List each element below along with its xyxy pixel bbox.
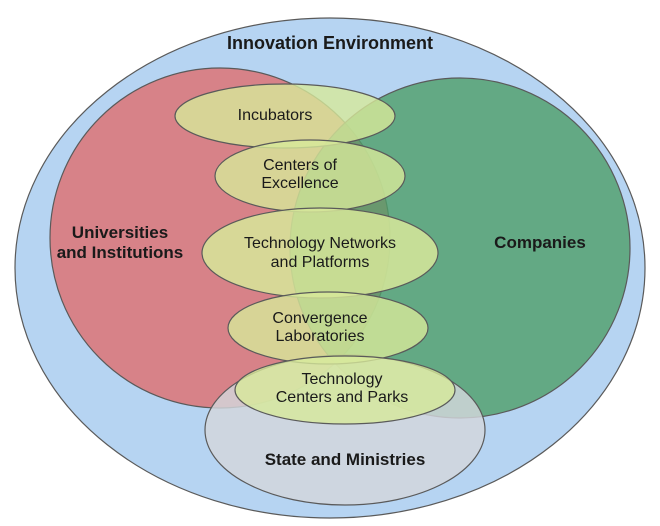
main-label-state: State and Ministries <box>265 450 426 469</box>
inner-label-convergence-labs: ConvergenceLaboratories <box>272 310 367 345</box>
inner-ellipse-tech-networks <box>202 208 438 298</box>
inner-label-incubators: Incubators <box>238 107 313 124</box>
main-label-universities: Universitiesand Institutions <box>57 223 184 262</box>
outer-environment-label: Innovation Environment <box>227 33 433 53</box>
main-label-companies: Companies <box>494 233 586 252</box>
inner-label-centers-excellence: Centers ofExcellence <box>261 157 338 192</box>
venn-diagram: Innovation Environment Universitiesand In… <box>0 0 660 526</box>
